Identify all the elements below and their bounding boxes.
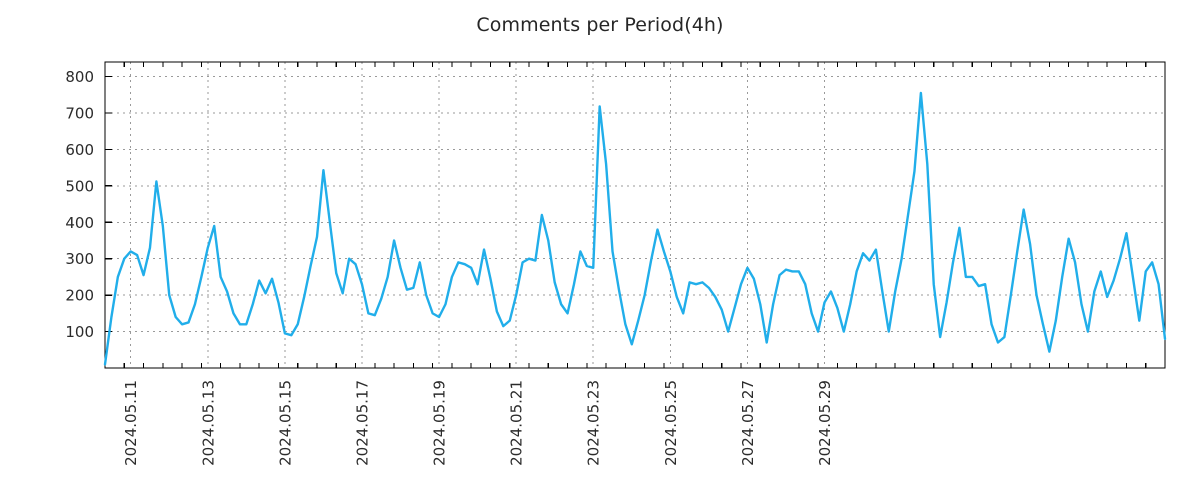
x-tick-label: 2024.05.15 (276, 380, 294, 466)
x-tick-label: 2024.05.29 (816, 380, 834, 466)
plot-frame (104, 61, 1166, 369)
y-tick-label: 500 (65, 177, 94, 195)
grid-lines (105, 62, 1165, 368)
y-axis-labels: 100 200 300 400 500 600 700 800 (65, 68, 94, 341)
x-tick-label: 2024.05.25 (662, 380, 680, 466)
axis-ticks (104, 62, 1166, 368)
x-tick-label: 2024.05.17 (353, 380, 371, 466)
y-tick-label: 300 (65, 250, 94, 268)
x-tick-label: 2024.05.19 (431, 380, 449, 466)
y-tick-label: 600 (65, 141, 94, 159)
x-tick-label: 2024.05.27 (739, 380, 757, 466)
x-tick-label: 2024.05.23 (585, 380, 603, 466)
x-tick-label: 2024.05.21 (508, 380, 526, 466)
y-tick-label: 800 (65, 68, 94, 86)
y-tick-label: 100 (65, 323, 94, 341)
chart-title: Comments per Period(4h) (476, 14, 724, 36)
x-tick-label: 2024.05.11 (122, 380, 140, 466)
plot-border (104, 61, 1166, 369)
series-line-comments-per-period (103, 91, 1167, 366)
y-tick-label: 700 (65, 105, 94, 123)
y-tick-label: 400 (65, 214, 94, 232)
y-tick-label: 200 (65, 287, 94, 305)
data-series (103, 91, 1167, 366)
x-tick-label: 2024.05.13 (199, 380, 217, 466)
x-axis-labels: 2024.05.11 2024.05.13 2024.05.15 2024.05.17… (122, 380, 834, 466)
